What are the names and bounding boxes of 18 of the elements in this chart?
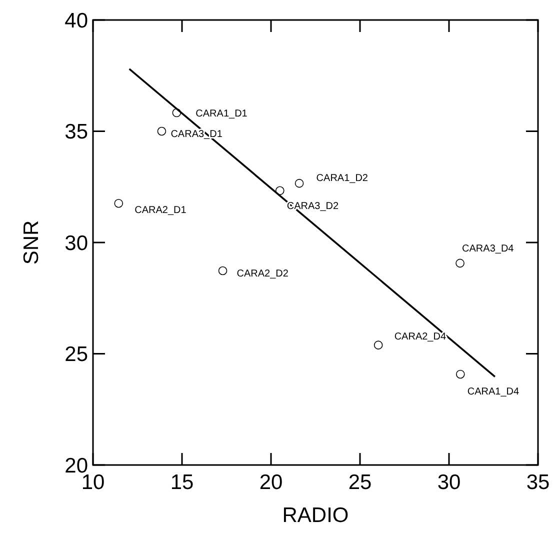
y-axis-title: SNR <box>20 220 43 265</box>
annotation: CARA2_D2 <box>236 268 289 280</box>
x-tick-label: 20 <box>259 471 283 494</box>
annotation: CARA2_D4 <box>394 332 446 343</box>
annotation: CARA2_D1 <box>134 204 187 216</box>
y-tick-label: 30 <box>64 232 88 255</box>
annotation: CARA1_D1 <box>196 108 248 120</box>
annotation: CARA1_D4 <box>467 386 520 398</box>
annotation: CARA3_D4 <box>462 244 514 255</box>
x-tick-label: 30 <box>437 471 461 494</box>
y-tick-label: 35 <box>64 120 88 144</box>
y-tick-label: 40 <box>64 9 88 32</box>
y-tick-label: 25 <box>64 343 88 366</box>
x-axis-title: RADIO <box>282 504 349 527</box>
x-tick-label: 35 <box>526 471 550 494</box>
annotation: CARA1_D2 <box>316 172 368 184</box>
x-tick-label: 25 <box>348 471 372 494</box>
x-tick-label: 15 <box>170 471 194 494</box>
